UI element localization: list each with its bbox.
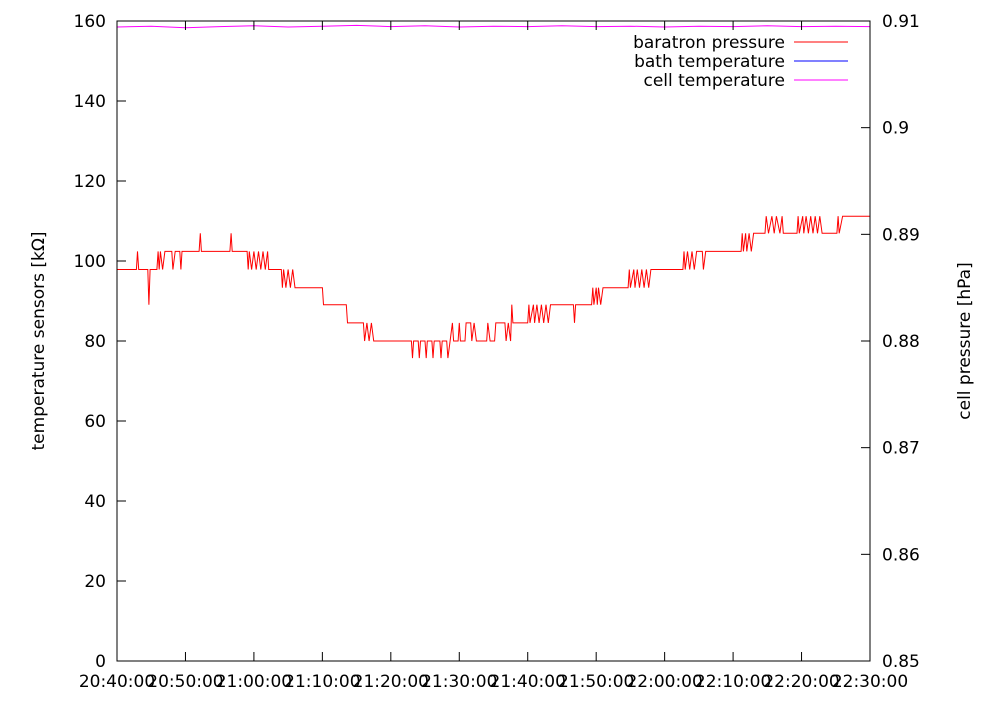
x-tick-label: 21:00:00	[216, 672, 292, 692]
y-tick-label: 100	[74, 252, 106, 272]
y-tick-label: 140	[74, 92, 106, 112]
x-tick-label: 21:10:00	[284, 672, 360, 692]
y2-tick-label: 0.87	[882, 439, 920, 459]
y-tick-label: 20	[84, 572, 106, 592]
ticks-layer	[116, 20, 871, 662]
x-tick-label: 20:50:00	[147, 672, 223, 692]
x-tick-label: 22:20:00	[763, 672, 839, 692]
x-tick-label: 22:30:00	[832, 672, 908, 692]
legend-label: cell temperature	[643, 71, 785, 91]
series-line-cell-temperature	[116, 24, 871, 29]
legend-label: baratron pressure	[633, 33, 785, 53]
x-tick-label: 21:40:00	[490, 672, 566, 692]
y2-axis-title: cell pressure [hPa]	[955, 262, 975, 419]
x-tick-label: 21:30:00	[421, 672, 497, 692]
x-tick-label: 22:10:00	[695, 672, 771, 692]
y-tick-label: 0	[95, 652, 106, 672]
legend-label: bath temperature	[634, 52, 785, 72]
y2-tick-label: 0.88	[882, 332, 920, 352]
labels-layer: 20:40:0020:50:0021:00:0021:10:0021:20:00…	[74, 12, 920, 692]
y-tick-label: 80	[84, 332, 106, 352]
y2-tick-label: 0.89	[882, 225, 920, 245]
y-tick-label: 40	[84, 492, 106, 512]
x-tick-label: 20:40:00	[79, 672, 155, 692]
y2-tick-label: 0.91	[882, 12, 920, 32]
y-axis-title: temperature sensors [kΩ]	[29, 232, 49, 451]
y-tick-label: 160	[74, 12, 106, 32]
x-tick-label: 22:00:00	[626, 672, 702, 692]
y-tick-label: 120	[74, 172, 106, 192]
y2-tick-label: 0.85	[882, 652, 920, 672]
x-tick-label: 21:20:00	[353, 672, 429, 692]
series-line-baratron-pressure	[117, 215, 870, 359]
y2-tick-label: 0.86	[882, 545, 920, 565]
series-layer	[116, 24, 871, 359]
y-tick-label: 60	[84, 412, 106, 432]
y2-tick-label: 0.9	[882, 119, 909, 139]
x-tick-label: 21:50:00	[558, 672, 634, 692]
